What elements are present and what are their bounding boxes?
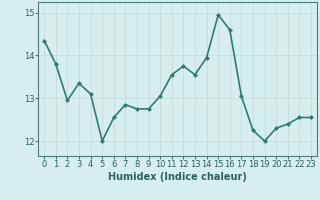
X-axis label: Humidex (Indice chaleur): Humidex (Indice chaleur) [108,172,247,182]
